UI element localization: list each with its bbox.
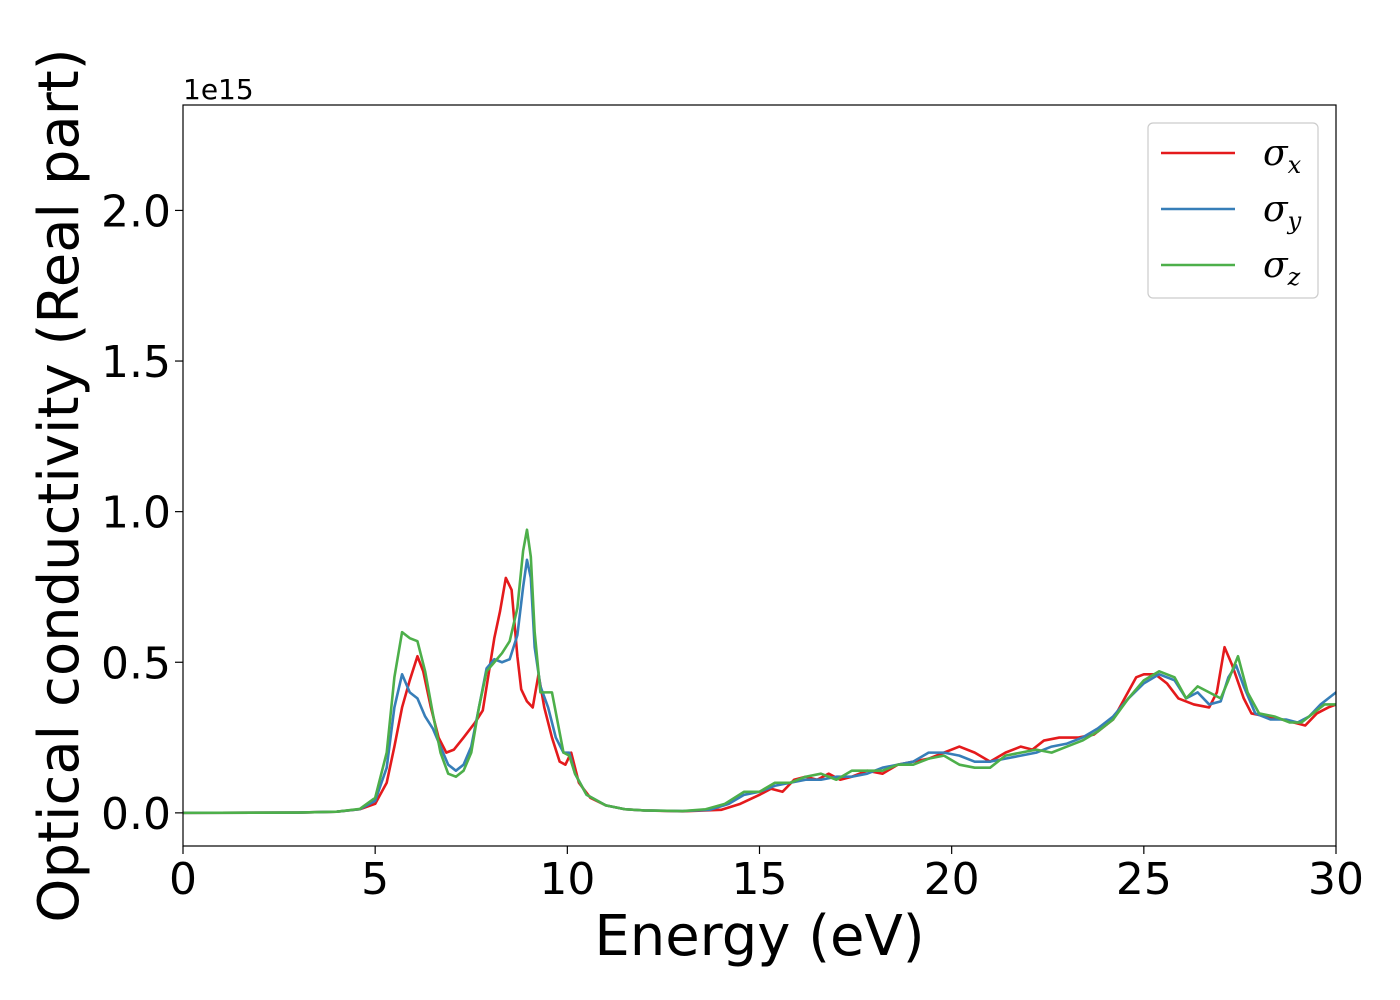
y-tick-label: 1.0 (101, 488, 171, 539)
y-tick-label: 0.5 (101, 638, 171, 689)
x-axis-title: Energy (eV) (594, 904, 924, 969)
legend-box (1147, 122, 1319, 299)
series-line-x (183, 576, 1336, 815)
y-tick-label: 0.0 (101, 789, 171, 840)
x-tick-label: 20 (924, 854, 980, 905)
y-tick-label: 1.5 (101, 337, 171, 388)
x-tick-label: 25 (1116, 854, 1172, 905)
y-axis-offset-text: 1e15 (183, 73, 254, 106)
x-axis-ticks: 0 5 10 15 20 25 30 (169, 846, 1364, 905)
legend-label-z: σz (1263, 245, 1301, 291)
series-layer (183, 528, 1336, 815)
legend: σx σy σz (1147, 122, 1319, 299)
x-tick-label: 15 (732, 854, 788, 905)
legend-label-y: σy (1263, 189, 1302, 235)
x-tick-label: 10 (539, 854, 595, 905)
y-axis-ticks: 0.0 0.5 1.0 1.5 2.0 (101, 186, 183, 840)
y-tick-label: 2.0 (101, 186, 171, 237)
x-tick-label: 30 (1308, 854, 1364, 905)
series-line-y (183, 558, 1336, 815)
series-line-z (183, 528, 1336, 815)
legend-label-x: σx (1263, 133, 1302, 179)
x-tick-label: 5 (361, 854, 389, 905)
y-axis-title: Optical conductivity (Real part) (27, 48, 92, 922)
x-tick-label: 0 (169, 854, 197, 905)
